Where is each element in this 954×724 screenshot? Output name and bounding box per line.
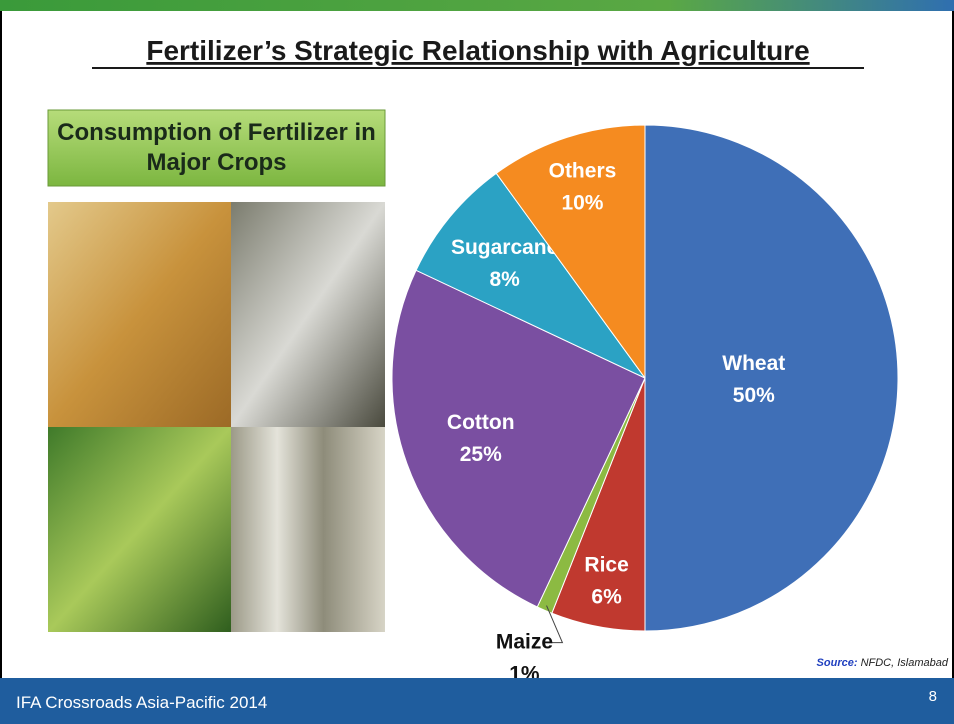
- source-text: NFDC, Islamabad: [861, 657, 949, 669]
- slice-category: Rice: [584, 553, 628, 576]
- photo-cotton: [231, 202, 385, 427]
- photo-wheat: [48, 202, 231, 427]
- slice-category: Maize: [496, 631, 553, 654]
- footer-text: IFA Crossroads Asia-Pacific 2014: [16, 693, 267, 712]
- slice-category: Others: [549, 160, 617, 183]
- pie-slice: [415, 172, 646, 379]
- pie: Wheat 50%Rice 6%Maize 1%Cotton 25%Sugarcane 8…: [391, 124, 899, 686]
- pie-slice: [495, 124, 646, 380]
- slide-title: Fertilizer’s Strategic Relationship with…: [146, 35, 809, 66]
- slice-value: 25%: [460, 443, 502, 466]
- footer-bar: [0, 678, 954, 724]
- slice-value: 8%: [489, 268, 520, 291]
- slice-value: 10%: [561, 192, 603, 215]
- slice-category: Sugarcane: [451, 236, 558, 259]
- slice-label: Sugarcane 8%: [451, 236, 558, 291]
- slice-label: Rice 6%: [584, 553, 628, 608]
- slice-label: Wheat 50%: [722, 352, 785, 407]
- pie-slice: [644, 124, 899, 632]
- slice-category: Wheat: [722, 352, 785, 375]
- source-label: Source:: [817, 657, 858, 669]
- leader-line: [546, 605, 564, 644]
- subtitle-wrap: Consumption of Fertilizer in Major Crops: [57, 119, 376, 176]
- source: Source: NFDC, Islamabad: [817, 657, 949, 669]
- slice-label: Cotton 25%: [447, 411, 515, 466]
- subtitle: Consumption of Fertilizer in Major Crops: [57, 119, 376, 176]
- photo-sugarcane: [231, 427, 385, 632]
- slice-category: Cotton: [447, 411, 515, 434]
- page-number: 8: [929, 688, 937, 705]
- slice-value: 6%: [591, 585, 622, 608]
- pie-slice: [391, 269, 646, 608]
- slice-label: Others 10%: [549, 160, 617, 215]
- slice-value: 50%: [733, 384, 775, 407]
- photo-rice: [48, 427, 231, 632]
- top-bar: [0, 0, 954, 11]
- subtitle-box: [47, 109, 386, 187]
